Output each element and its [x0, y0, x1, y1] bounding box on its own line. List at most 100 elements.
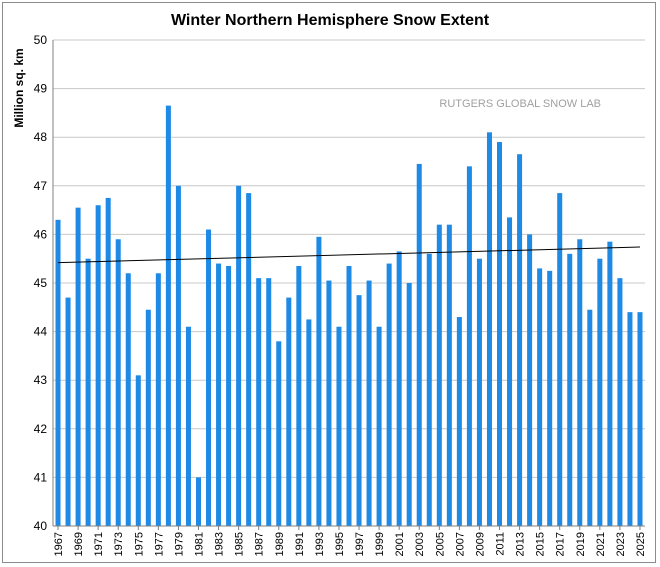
x-tick-label: 1971	[93, 532, 105, 556]
bar-1975	[135, 375, 141, 526]
bar-1968	[65, 297, 71, 526]
x-tick-label: 1975	[133, 532, 145, 556]
bar-1972	[105, 197, 111, 526]
bar-2008	[466, 166, 472, 527]
bar-2024	[627, 312, 633, 526]
y-tick-label: 46	[34, 227, 48, 241]
bar-1997	[356, 295, 362, 526]
bar-1996	[346, 265, 352, 526]
x-tick-label: 1973	[113, 532, 125, 556]
x-tick-label: 2001	[394, 532, 406, 556]
x-tick-label: 1983	[214, 532, 226, 556]
bar-1974	[125, 273, 131, 526]
bar-2011	[497, 142, 503, 526]
bar-1969	[75, 207, 81, 527]
bar-1998	[366, 280, 372, 526]
bar-1995	[336, 326, 342, 526]
x-tick-label: 1995	[334, 532, 346, 556]
y-tick-labels: 40 41 42 43 44 45 46 47 48 49 50	[34, 33, 48, 533]
bar-1976	[145, 309, 151, 526]
trend-line	[58, 246, 640, 264]
bar-1977	[155, 273, 161, 526]
bar-2000	[386, 263, 392, 526]
bar-2001	[396, 251, 402, 526]
bar-1978	[165, 105, 171, 527]
bar-2006	[446, 224, 452, 526]
bar-1991	[296, 265, 302, 526]
bar-2010	[486, 132, 492, 526]
y-tick-label: 44	[34, 325, 48, 339]
bar-2014	[527, 234, 533, 526]
bar-1986	[246, 193, 252, 526]
x-tick-label: 1987	[254, 532, 266, 556]
y-tick-label: 40	[34, 519, 48, 533]
x-tick-label: 1979	[173, 532, 185, 556]
x-tick-label: 1985	[234, 532, 246, 556]
x-tick-label: 2003	[414, 532, 426, 556]
bar-2019	[577, 239, 583, 526]
x-tick-label: 1967	[53, 532, 65, 556]
bar-1984	[226, 265, 232, 526]
bar-1999	[376, 326, 382, 526]
x-tick-label: 1969	[73, 532, 85, 556]
bar-1980	[185, 326, 191, 526]
bar-2003	[416, 163, 422, 526]
x-tick-label: 2023	[615, 532, 627, 556]
bar-2021	[597, 258, 603, 526]
x-tick-label: 2015	[535, 532, 547, 556]
bar-2012	[507, 217, 513, 526]
bar-1988	[266, 278, 272, 526]
bar-1979	[175, 185, 181, 527]
bar-1981	[195, 477, 201, 526]
bar-1983	[216, 263, 222, 526]
axes	[52, 40, 645, 527]
chart-title: Winter Northern Hemisphere Snow Extent	[171, 12, 490, 29]
x-tick-label: 1993	[314, 532, 326, 556]
y-tick-label: 48	[34, 130, 48, 144]
bars-group	[55, 105, 643, 527]
x-tick-label: 2025	[635, 532, 647, 556]
x-tick-label: 1981	[193, 532, 205, 556]
x-tick-labels: 1967 1969 1971 1973 1975 1977 1979 1981 1983 1985…	[53, 526, 647, 556]
bar-1989	[276, 341, 282, 526]
y-tick-label: 42	[34, 422, 48, 436]
x-tick-label: 2007	[454, 532, 466, 556]
x-tick-label: 2019	[575, 532, 587, 556]
bar-1987	[256, 278, 262, 526]
bar-2017	[557, 193, 563, 526]
x-tick-label: 1989	[274, 532, 286, 556]
snow-extent-bar-chart: Winter Northern Hemisphere Snow Extent M…	[12, 12, 647, 556]
x-tick-label: 2005	[434, 532, 446, 556]
bar-1973	[115, 239, 121, 526]
x-tick-label: 1997	[354, 532, 366, 556]
bar-1993	[316, 236, 322, 526]
x-tick-label: 2013	[515, 532, 527, 556]
bar-2025	[637, 312, 643, 526]
bar-1971	[95, 205, 101, 527]
x-tick-label: 2011	[495, 532, 507, 556]
bar-2002	[406, 283, 412, 526]
x-tick-label: 1991	[294, 532, 306, 556]
y-tick-label: 45	[34, 276, 48, 290]
bar-2007	[456, 317, 462, 526]
y-tick-label: 49	[34, 82, 48, 96]
x-tick-label: 2021	[595, 532, 607, 556]
bar-1967	[55, 219, 61, 526]
bar-2020	[587, 309, 593, 526]
watermark-text: RUTGERS GLOBAL SNOW LAB	[439, 98, 601, 110]
y-tick-label: 47	[34, 179, 48, 193]
bar-2016	[547, 270, 553, 526]
bar-1990	[286, 297, 292, 526]
bar-2015	[537, 268, 543, 526]
y-axis-label: Million sq. km	[12, 48, 26, 127]
bar-1982	[206, 229, 212, 527]
y-tick-label: 50	[34, 33, 48, 47]
bar-1992	[306, 319, 312, 526]
bar-2005	[436, 224, 442, 526]
bar-2023	[617, 278, 623, 526]
bar-2009	[476, 258, 482, 526]
bar-1985	[236, 185, 242, 527]
x-tick-label: 2009	[474, 532, 486, 556]
bar-2013	[517, 154, 523, 526]
